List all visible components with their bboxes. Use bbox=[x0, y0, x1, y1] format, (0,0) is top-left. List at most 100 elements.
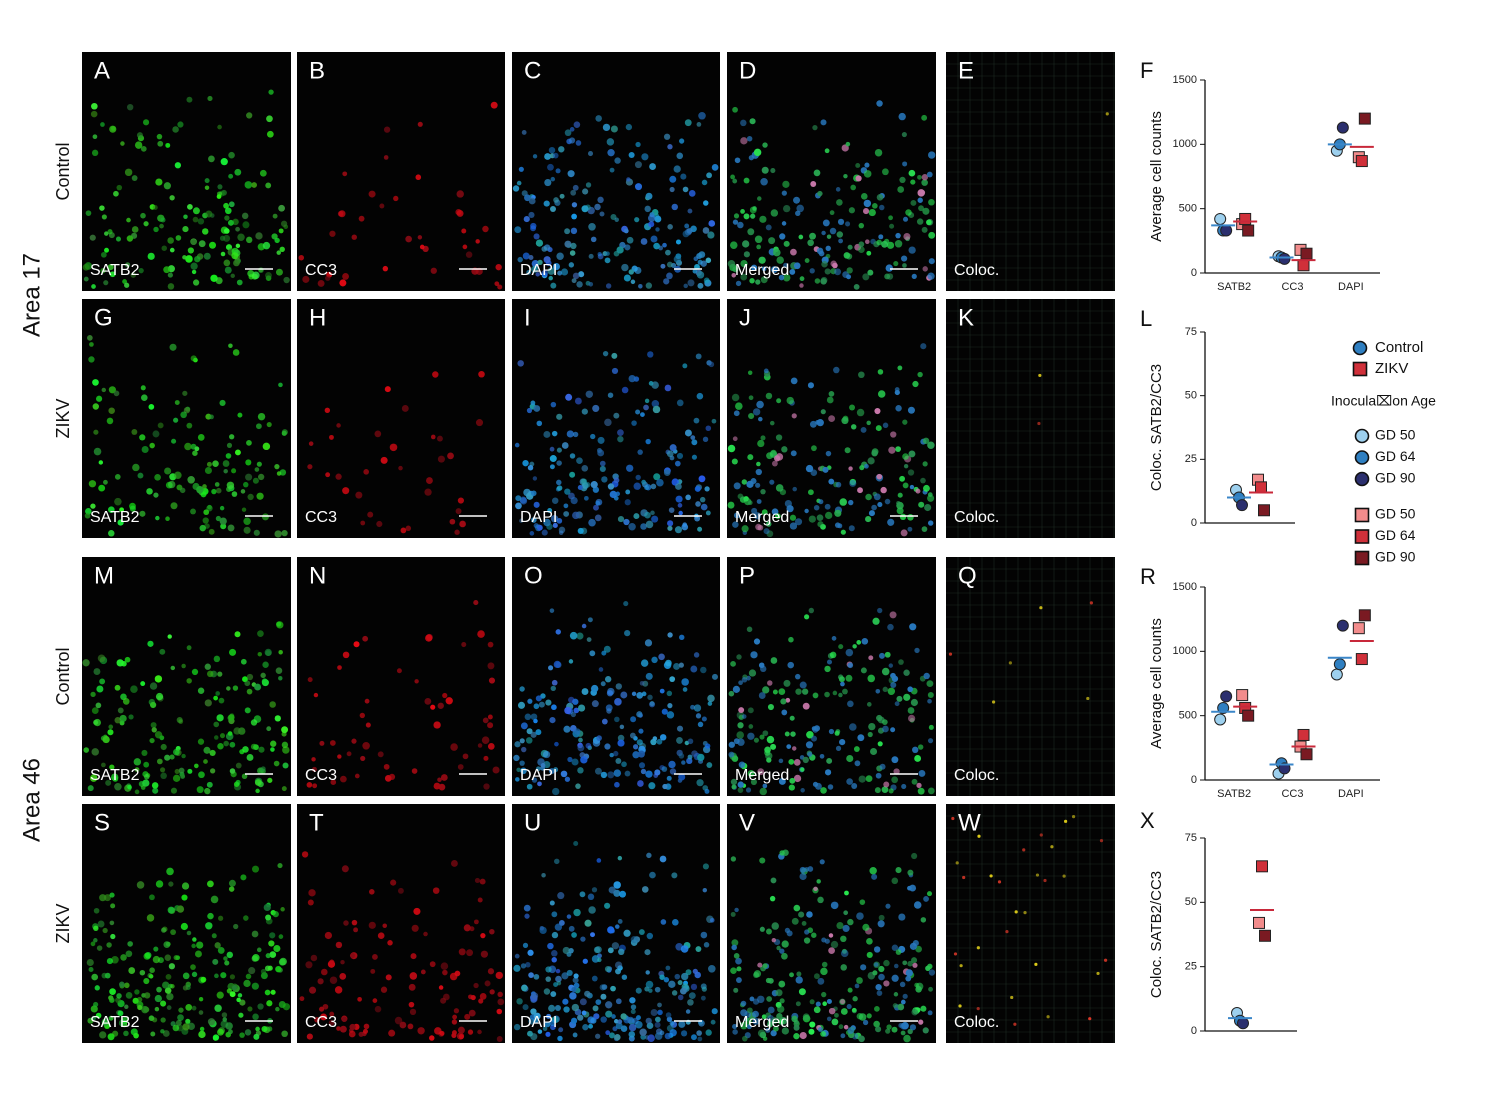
cell bbox=[783, 240, 790, 247]
cell bbox=[140, 785, 146, 790]
cell bbox=[793, 1033, 800, 1040]
cell bbox=[912, 380, 919, 388]
cell bbox=[169, 247, 175, 253]
cell bbox=[597, 957, 602, 963]
cell bbox=[270, 747, 275, 752]
cell bbox=[95, 1012, 102, 1019]
cell bbox=[824, 769, 832, 776]
cell bbox=[269, 951, 277, 958]
cell bbox=[807, 382, 815, 389]
cell bbox=[802, 702, 810, 710]
cell bbox=[700, 931, 708, 939]
cell bbox=[147, 640, 154, 647]
cell bbox=[876, 473, 883, 480]
image-background bbox=[512, 804, 720, 1043]
cell bbox=[772, 689, 778, 695]
cell bbox=[154, 675, 163, 683]
y-tick-label: 50 bbox=[1185, 390, 1197, 402]
cell bbox=[110, 903, 116, 909]
cell bbox=[708, 964, 716, 973]
cell bbox=[873, 962, 879, 967]
cell bbox=[282, 746, 290, 754]
cell bbox=[631, 420, 637, 426]
cell bbox=[474, 877, 481, 884]
cell bbox=[667, 520, 674, 527]
cell bbox=[566, 914, 572, 919]
cell bbox=[711, 1008, 718, 1015]
cell bbox=[866, 951, 873, 959]
cell bbox=[234, 449, 241, 456]
cell bbox=[614, 716, 620, 723]
cell bbox=[897, 365, 903, 371]
cell bbox=[926, 891, 933, 897]
cell bbox=[668, 507, 675, 513]
cell bbox=[898, 112, 906, 121]
cell bbox=[848, 207, 855, 214]
cell bbox=[628, 151, 635, 159]
cell bbox=[682, 186, 689, 193]
cell bbox=[865, 493, 872, 501]
cell bbox=[879, 763, 886, 770]
cell bbox=[824, 938, 830, 944]
cell bbox=[648, 221, 655, 228]
cell bbox=[745, 1017, 752, 1025]
cell bbox=[839, 738, 846, 746]
cell bbox=[779, 233, 786, 240]
cell bbox=[147, 252, 155, 260]
cell bbox=[246, 439, 252, 446]
image-background bbox=[82, 804, 291, 1043]
cell bbox=[266, 1000, 273, 1007]
cell bbox=[569, 631, 578, 640]
row-label: Control bbox=[53, 142, 73, 200]
cell bbox=[804, 614, 810, 620]
cell bbox=[124, 1004, 129, 1009]
cell bbox=[646, 1022, 654, 1030]
cell bbox=[555, 975, 562, 983]
cell bbox=[578, 737, 583, 743]
cell bbox=[865, 775, 873, 783]
cell bbox=[889, 611, 897, 619]
cell bbox=[380, 456, 388, 464]
cell bbox=[695, 946, 702, 952]
cell bbox=[148, 404, 155, 410]
cell bbox=[405, 235, 412, 243]
cell bbox=[613, 750, 619, 757]
cell bbox=[355, 491, 363, 499]
cell bbox=[553, 197, 559, 203]
cell bbox=[178, 767, 185, 774]
cell bbox=[873, 1020, 880, 1028]
cell bbox=[276, 250, 281, 255]
cell bbox=[149, 967, 155, 974]
y-axis-label: Average cell counts bbox=[1148, 618, 1165, 749]
cell bbox=[852, 996, 858, 1002]
cell bbox=[843, 1024, 849, 1030]
cell bbox=[927, 691, 934, 699]
cell bbox=[209, 414, 214, 420]
cell bbox=[892, 1003, 898, 1009]
cell bbox=[748, 500, 753, 506]
cell bbox=[875, 772, 882, 779]
cell bbox=[673, 663, 680, 670]
cell bbox=[322, 1003, 329, 1010]
cell bbox=[871, 449, 878, 457]
cell bbox=[535, 695, 542, 702]
cell bbox=[635, 141, 641, 148]
cell bbox=[461, 228, 467, 234]
cell bbox=[224, 207, 232, 215]
cell bbox=[748, 724, 754, 729]
cell bbox=[124, 168, 133, 177]
x-tick-label: CC3 bbox=[1281, 281, 1303, 293]
cell bbox=[828, 728, 835, 735]
cell bbox=[526, 269, 532, 275]
cell bbox=[449, 518, 456, 525]
cell bbox=[825, 245, 831, 252]
cell bbox=[547, 267, 555, 275]
cell bbox=[748, 669, 757, 677]
cell bbox=[615, 998, 622, 1005]
cell bbox=[186, 422, 193, 429]
cell bbox=[437, 777, 442, 783]
cell bbox=[121, 661, 127, 667]
panel-letter: N bbox=[309, 562, 326, 589]
cell bbox=[155, 515, 160, 521]
